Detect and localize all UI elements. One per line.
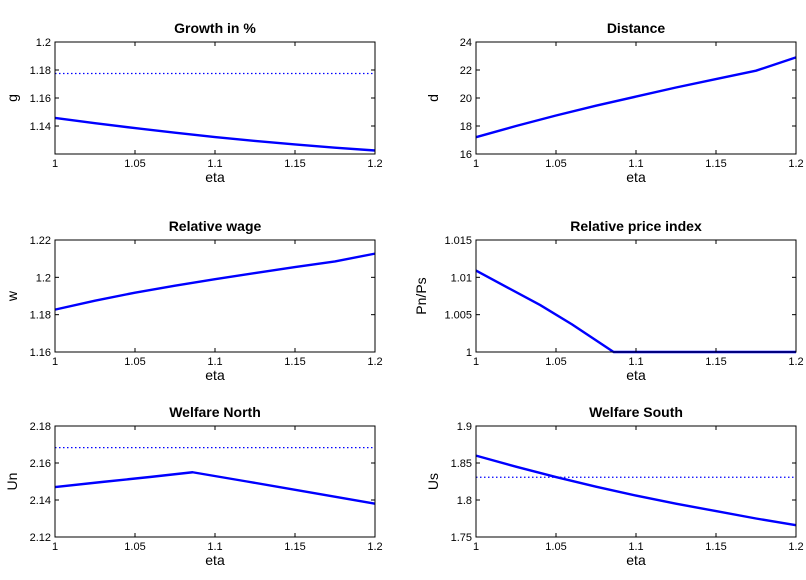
series-line-1-1	[54, 116, 376, 152]
y-tick-label: 1.8	[457, 495, 472, 507]
y-tick-label: 22	[460, 65, 472, 77]
y-tick-label: 1.16	[30, 347, 51, 359]
x-tick-label: 1.2	[788, 158, 803, 170]
x-axis-label: eta	[626, 367, 646, 383]
y-tick-label: 1.16	[30, 93, 51, 105]
y-tick-label: 1.01	[451, 272, 472, 284]
axes-frame	[475, 425, 797, 538]
x-tick-label: 1	[473, 356, 479, 368]
subplot-4: 1 1.05 1.1 1.15 1.2 1 1.005 1.01 1.015 Relative p…	[413, 218, 804, 383]
subplot-title: Welfare North	[169, 404, 261, 420]
y-tick-label: 1.005	[444, 310, 472, 322]
y-tick-label: 1.18	[30, 65, 51, 77]
y-axis-label: g	[4, 94, 20, 102]
series-line-4-1	[475, 269, 796, 354]
x-tick-label: 1.1	[207, 158, 222, 170]
x-tick-label: 1.05	[545, 356, 566, 368]
x-tick-label: 1.05	[545, 158, 566, 170]
y-tick-label: 1.2	[36, 37, 51, 49]
y-axis-label: Us	[425, 473, 441, 490]
subplot-title: Distance	[607, 20, 666, 36]
x-tick-label: 1.05	[124, 356, 145, 368]
y-tick-label: 20	[460, 93, 472, 105]
x-axis-label: eta	[626, 552, 646, 568]
series-line-5-1	[54, 471, 376, 505]
y-axis-label: Pn/Ps	[413, 277, 429, 314]
subplot-title: Growth in %	[174, 20, 256, 36]
x-tick-label: 1.05	[124, 158, 145, 170]
x-tick-label: 1.15	[705, 158, 726, 170]
x-tick-label: 1.2	[788, 356, 803, 368]
y-tick-label: 1.75	[451, 532, 472, 544]
y-tick-label: 24	[460, 37, 472, 49]
y-tick-label: 1.14	[30, 121, 51, 133]
x-axis-label: eta	[205, 552, 225, 568]
x-tick-label: 1.2	[367, 541, 382, 553]
x-tick-label: 1	[52, 158, 58, 170]
x-tick-label: 1.2	[367, 356, 382, 368]
series-line-2-1	[475, 56, 797, 139]
subplot-1: 1 1.05 1.1 1.15 1.2 1.14 1.16 1.18 1.2 Growth in …	[4, 20, 383, 185]
x-tick-label: 1.05	[124, 541, 145, 553]
subplot-3: 1 1.05 1.1 1.15 1.2 1.16 1.18 1.2 1.22 Relative w…	[4, 218, 383, 383]
x-tick-label: 1.1	[207, 356, 222, 368]
y-tick-label: 1.85	[451, 458, 472, 470]
y-tick-label: 1.22	[30, 235, 51, 247]
subplot-title: Relative price index	[570, 218, 702, 234]
series-line-6-1	[475, 454, 797, 527]
y-tick-label: 1	[466, 347, 472, 359]
subplot-title: Relative wage	[169, 218, 262, 234]
x-axis-label: eta	[205, 169, 225, 185]
x-tick-label: 1.1	[207, 541, 222, 553]
y-tick-label: 16	[460, 149, 472, 161]
y-tick-label: 2.18	[30, 421, 51, 433]
x-tick-label: 1.15	[705, 356, 726, 368]
x-tick-label: 1	[473, 158, 479, 170]
x-tick-label: 1.15	[284, 541, 305, 553]
subplot-2: 1 1.05 1.1 1.15 1.2 16 18 20 22 24 Distance eta d	[425, 20, 804, 185]
y-tick-label: 2.12	[30, 532, 51, 544]
subplot-6: 1 1.05 1.1 1.15 1.2 1.75 1.8 1.85 1.9 Welfare Sou…	[425, 404, 804, 568]
y-axis-label: Un	[4, 473, 20, 491]
x-tick-label: 1.2	[367, 158, 382, 170]
x-tick-label: 1.15	[705, 541, 726, 553]
y-tick-label: 1.9	[457, 421, 472, 433]
x-tick-label: 1.1	[628, 541, 643, 553]
y-tick-label: 1.2	[36, 272, 51, 284]
y-tick-label: 2.16	[30, 458, 51, 470]
subplot-title: Welfare South	[589, 404, 683, 420]
x-tick-label: 1.15	[284, 158, 305, 170]
x-tick-label: 1.2	[788, 541, 803, 553]
y-tick-label: 1.18	[30, 310, 51, 322]
series-line-3-1	[54, 252, 376, 311]
y-axis-label: d	[425, 94, 441, 102]
x-tick-label: 1.05	[545, 541, 566, 553]
axes-frame	[54, 239, 376, 353]
axes-frame	[475, 41, 797, 155]
x-tick-label: 1	[52, 356, 58, 368]
x-tick-label: 1	[473, 541, 479, 553]
x-tick-label: 1.1	[628, 356, 643, 368]
x-tick-label: 1.15	[284, 356, 305, 368]
subplot-5: 1 1.05 1.1 1.15 1.2 2.12 2.14 2.16 2.18 Welfare N…	[4, 404, 383, 568]
x-axis-label: eta	[205, 367, 225, 383]
x-tick-label: 1	[52, 541, 58, 553]
y-tick-label: 2.14	[30, 495, 51, 507]
x-axis-label: eta	[626, 169, 646, 185]
y-tick-label: 1.015	[444, 235, 472, 247]
x-tick-label: 1.1	[628, 158, 643, 170]
y-tick-label: 18	[460, 121, 472, 133]
y-axis-label: w	[4, 290, 20, 302]
